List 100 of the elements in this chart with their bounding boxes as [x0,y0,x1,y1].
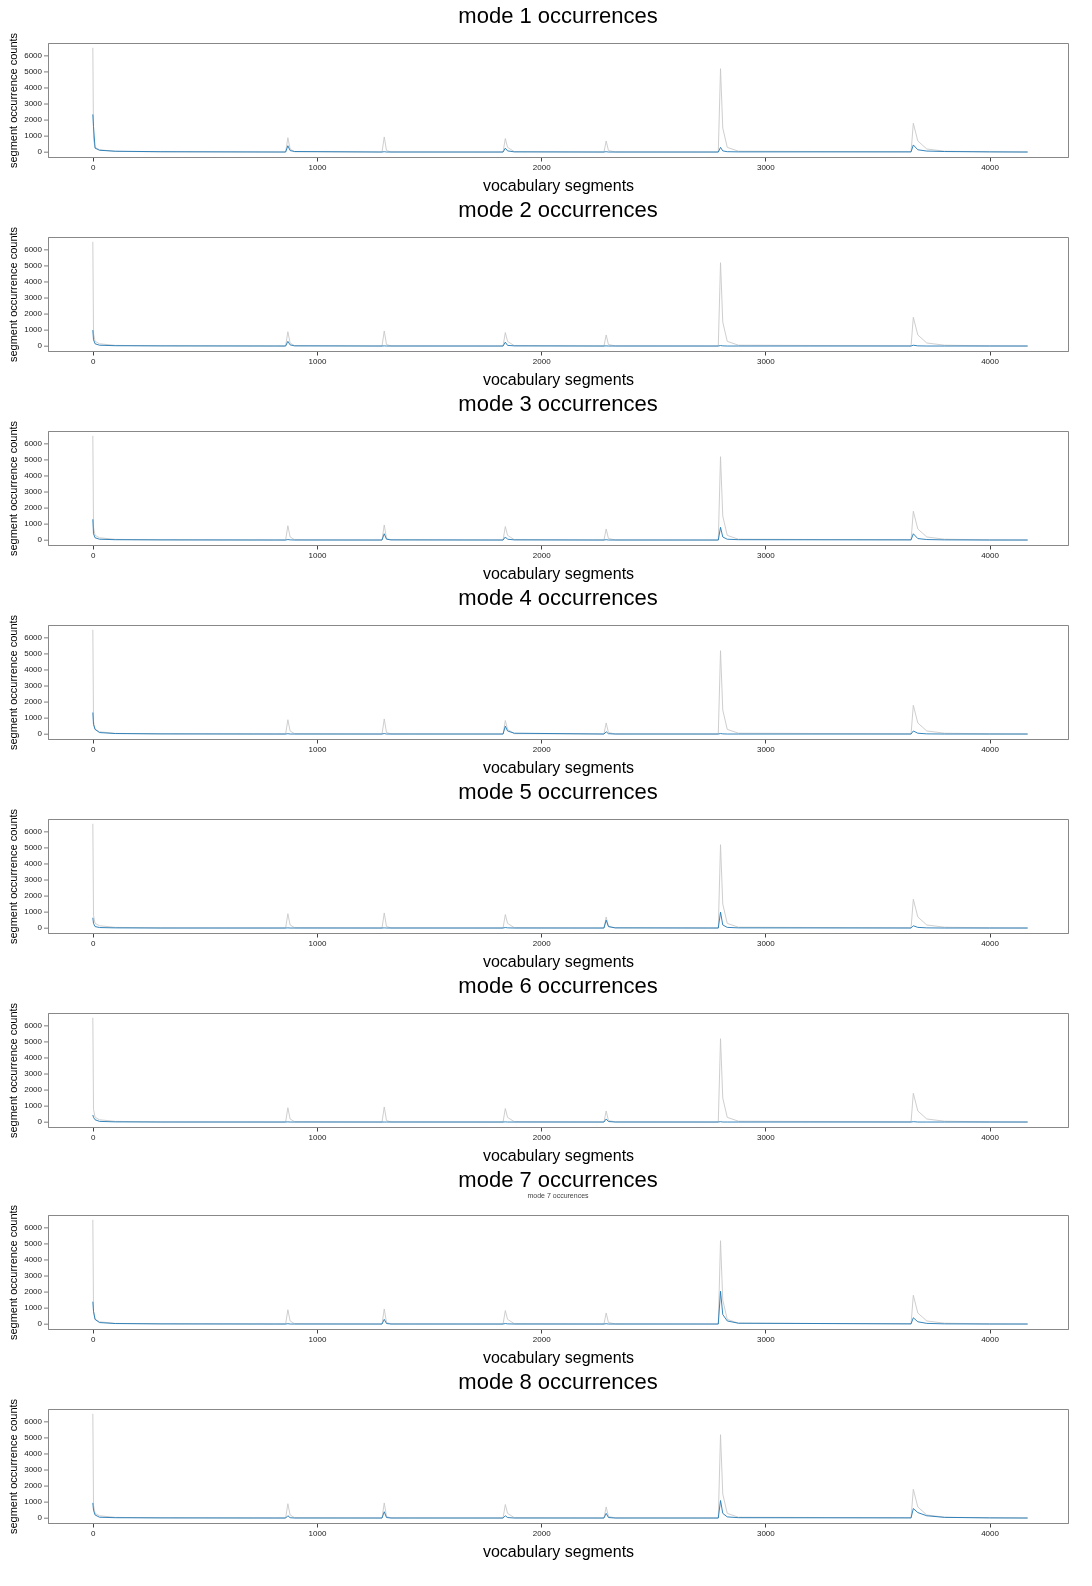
y-tick-label: 5000 [24,66,43,76]
y-tick-label: 3000 [24,1271,43,1281]
y-tick-label: 2000 [24,1085,43,1095]
x-tick-label: 4000 [981,938,1000,948]
y-axis-title: segment occurrence counts [6,1398,19,1535]
y-tick-label: 4000 [24,1052,43,1062]
y-tick-label: 5000 [24,842,43,852]
y-tick-label: 5000 [24,454,43,464]
x-tick-label: 1000 [308,1132,327,1142]
x-tick-label: 2000 [532,938,552,948]
x-tick-label: 1000 [308,1528,327,1538]
y-axis-title: segment occurrence counts [6,808,19,945]
x-tick-label: 2000 [532,1334,552,1344]
y-tick-label: 1000 [24,713,43,723]
y-tick-label: 1000 [24,519,43,529]
x-tick-label: 4000 [981,356,1000,366]
y-tick-label: 6000 [24,1222,43,1232]
y-tick-label: 5000 [24,648,43,658]
x-tick-label: 0 [91,1132,97,1142]
y-tick-label: 2000 [24,891,43,901]
y-tick-label: 0 [37,923,43,933]
y-tick-label: 0 [37,341,43,351]
x-axis-title: vocabulary segments [482,1542,635,1560]
x-tick-label: 0 [91,162,97,172]
chart-title: mode 8 occurrences [458,1369,658,1395]
chart-title: mode 2 occurrences [458,197,658,223]
y-tick-label: 5000 [24,1432,43,1442]
y-axis-title: segment occurrence counts [6,614,19,751]
x-tick-label: 0 [91,1334,97,1344]
x-tick-label: 3000 [756,162,776,172]
x-tick-label: 4000 [981,1334,1000,1344]
y-tick-label: 4000 [24,1254,43,1264]
x-tick-label: 2000 [532,356,552,366]
y-tick-label: 2000 [24,697,43,707]
x-tick-label: 4000 [981,550,1000,560]
x-axis-title: vocabulary segments [482,758,635,776]
y-tick-label: 1000 [24,325,43,335]
x-axis-title: vocabulary segments [482,176,635,194]
y-tick-label: 0 [37,147,43,157]
x-tick-label: 3000 [756,938,776,948]
x-tick-label: 1000 [308,938,327,948]
x-tick-label: 1000 [308,162,327,172]
y-axis-title: segment occurrence counts [6,1204,19,1341]
y-tick-label: 4000 [24,1448,43,1458]
y-tick-label: 6000 [24,1020,43,1030]
y-tick-label: 4000 [24,82,43,92]
chart-title: mode 1 occurrences [458,3,658,29]
y-tick-label: 3000 [24,681,43,691]
x-tick-label: 3000 [756,550,776,560]
x-axis-title: vocabulary segments [482,952,635,970]
y-tick-label: 4000 [24,470,43,480]
x-axis-title: vocabulary segments [482,1348,635,1366]
x-tick-label: 3000 [756,1334,776,1344]
y-tick-label: 4000 [24,664,43,674]
y-tick-label: 1000 [24,1497,43,1507]
x-tick-label: 4000 [981,1528,1000,1538]
y-tick-label: 4000 [24,858,43,868]
y-tick-label: 3000 [24,487,43,497]
x-tick-label: 3000 [756,1528,776,1538]
x-axis-title: vocabulary segments [482,1146,635,1164]
chart-title: mode 5 occurrences [458,779,658,805]
y-tick-label: 0 [37,1513,43,1523]
x-tick-label: 1000 [308,356,327,366]
y-tick-label: 6000 [24,826,43,836]
y-tick-label: 1000 [24,1101,43,1111]
y-tick-label: 6000 [24,632,43,642]
x-tick-label: 1000 [308,550,327,560]
y-tick-label: 3000 [24,1069,43,1079]
y-tick-label: 2000 [24,1481,43,1491]
y-tick-label: 0 [37,1319,43,1329]
y-tick-label: 3000 [24,1465,43,1475]
x-tick-label: 2000 [532,550,552,560]
x-axis-title: vocabulary segments [482,564,635,582]
y-axis-title: segment occurrence counts [6,32,19,169]
y-tick-label: 6000 [24,50,43,60]
y-tick-label: 1000 [24,1303,43,1313]
y-tick-label: 2000 [24,503,43,513]
chart-title: mode 3 occurrences [458,391,658,417]
x-tick-label: 1000 [308,744,327,754]
x-tick-label: 0 [91,744,97,754]
x-tick-label: 3000 [756,744,776,754]
y-tick-label: 2000 [24,1287,43,1297]
y-tick-label: 1000 [24,907,43,917]
x-tick-label: 4000 [981,1132,1000,1142]
y-tick-label: 5000 [24,1036,43,1046]
x-tick-label: 2000 [532,1132,552,1142]
x-tick-label: 2000 [532,162,552,172]
x-tick-label: 4000 [981,162,1000,172]
x-tick-label: 4000 [981,744,1000,754]
y-tick-label: 0 [37,1117,43,1127]
y-tick-label: 1000 [24,131,43,141]
x-tick-label: 0 [91,938,97,948]
x-tick-label: 3000 [756,356,776,366]
y-tick-label: 3000 [24,293,43,303]
y-tick-label: 6000 [24,438,43,448]
x-tick-label: 2000 [532,744,552,754]
chart-title: mode 4 occurrences [458,585,658,611]
x-tick-label: 0 [91,1528,97,1538]
y-tick-label: 2000 [24,115,43,125]
x-tick-label: 1000 [308,1334,327,1344]
